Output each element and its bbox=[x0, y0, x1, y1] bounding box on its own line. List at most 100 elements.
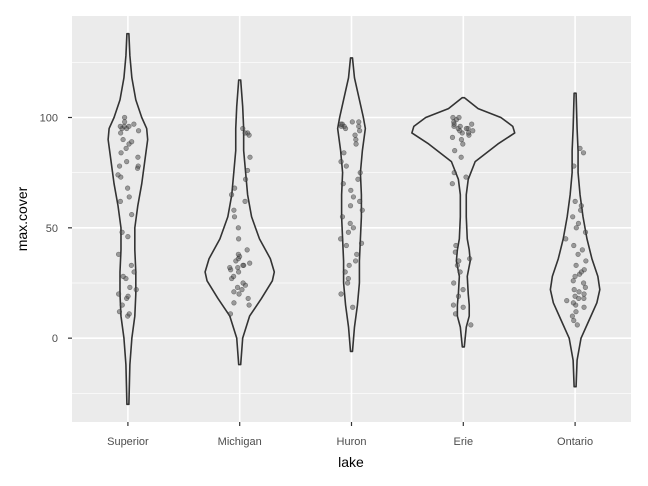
data-point-huron bbox=[352, 258, 359, 264]
data-point-ontario bbox=[571, 242, 577, 249]
data-point-huron bbox=[349, 119, 355, 125]
data-point-ontario bbox=[581, 304, 587, 310]
data-point-huron bbox=[345, 280, 351, 286]
data-point-erie bbox=[457, 123, 463, 129]
data-point-ontario bbox=[564, 298, 570, 304]
data-point-ontario bbox=[576, 289, 582, 295]
data-point-huron bbox=[357, 128, 363, 134]
data-point-superior bbox=[117, 123, 123, 129]
data-point-huron bbox=[356, 119, 362, 125]
data-point-michigan bbox=[227, 264, 233, 271]
data-point-michigan bbox=[240, 262, 246, 268]
data-point-superior bbox=[125, 293, 131, 299]
data-point-erie bbox=[449, 181, 455, 187]
data-point-erie bbox=[454, 262, 460, 268]
data-point-superior bbox=[124, 159, 130, 165]
data-point-superior bbox=[118, 150, 124, 156]
data-point-michigan bbox=[236, 269, 242, 275]
data-point-superior bbox=[129, 139, 135, 145]
data-point-superior bbox=[125, 234, 131, 240]
data-point-erie bbox=[450, 302, 457, 308]
data-point-superior bbox=[122, 119, 128, 125]
data-point-erie bbox=[453, 242, 459, 249]
data-point-huron bbox=[348, 187, 354, 193]
data-point-superior bbox=[126, 194, 132, 200]
data-point-michigan bbox=[242, 198, 248, 204]
data-point-superior bbox=[129, 211, 135, 218]
data-point-huron bbox=[352, 132, 358, 138]
data-point-huron bbox=[358, 240, 365, 246]
data-point-erie bbox=[452, 249, 458, 255]
data-point-erie bbox=[458, 154, 464, 160]
data-point-michigan bbox=[240, 280, 246, 286]
data-point-huron bbox=[341, 150, 347, 156]
data-point-superior bbox=[131, 269, 137, 275]
violin-ontario bbox=[549, 92, 601, 388]
data-point-superior bbox=[135, 154, 141, 160]
data-point-ontario bbox=[582, 229, 589, 235]
data-point-ontario bbox=[569, 313, 576, 319]
data-point-huron bbox=[355, 176, 361, 182]
data-point-michigan bbox=[244, 247, 250, 253]
data-point-huron bbox=[354, 251, 360, 257]
data-point-superior bbox=[125, 185, 131, 191]
data-point-erie bbox=[463, 125, 469, 132]
data-point-ontario bbox=[571, 163, 577, 169]
data-point-erie bbox=[452, 311, 459, 317]
data-point-ontario bbox=[580, 280, 587, 286]
data-point-michigan bbox=[231, 273, 237, 279]
data-point-ontario bbox=[583, 258, 589, 264]
data-point-erie bbox=[455, 293, 462, 299]
data-point-ontario bbox=[573, 309, 579, 315]
data-point-superior bbox=[119, 302, 125, 308]
data-point-ontario bbox=[581, 291, 587, 297]
data-point-superior bbox=[133, 287, 139, 293]
data-point-ontario bbox=[571, 287, 577, 293]
data-point-michigan bbox=[231, 207, 237, 213]
data-point-michigan bbox=[231, 300, 237, 306]
data-point-ontario bbox=[563, 236, 569, 242]
x-tick-label: Superior bbox=[107, 436, 149, 448]
violin-michigan bbox=[204, 79, 276, 366]
data-point-erie bbox=[468, 322, 474, 328]
x-tick-label: Erie bbox=[454, 436, 474, 448]
data-point-ontario bbox=[574, 322, 580, 328]
data-point-huron bbox=[339, 214, 346, 220]
data-point-erie bbox=[463, 174, 469, 180]
data-point-ontario bbox=[581, 267, 587, 273]
data-point-erie bbox=[456, 114, 462, 121]
data-point-huron bbox=[338, 236, 344, 242]
data-point-erie bbox=[451, 280, 457, 286]
data-point-superior bbox=[127, 284, 133, 291]
data-point-erie bbox=[457, 269, 463, 275]
data-point-huron bbox=[345, 229, 352, 235]
data-point-huron bbox=[357, 170, 363, 176]
data-point-superior bbox=[119, 229, 125, 235]
data-point-erie bbox=[451, 170, 457, 176]
data-point-superior bbox=[120, 136, 126, 143]
data-point-ontario bbox=[570, 278, 576, 284]
data-point-superior bbox=[120, 273, 126, 279]
data-point-erie bbox=[458, 136, 465, 143]
data-point-michigan bbox=[231, 214, 238, 220]
data-point-erie bbox=[467, 256, 473, 262]
data-point-huron bbox=[350, 194, 357, 200]
data-point-ontario bbox=[570, 214, 576, 220]
data-point-erie bbox=[450, 114, 456, 121]
data-point-michigan bbox=[246, 302, 252, 308]
data-point-huron bbox=[338, 121, 344, 127]
data-point-michigan bbox=[242, 130, 248, 136]
data-point-michigan bbox=[240, 125, 246, 132]
data-point-michigan bbox=[236, 236, 242, 242]
data-point-huron bbox=[350, 304, 356, 310]
y-tick-label: 100 bbox=[40, 113, 58, 125]
y-tick-label: 50 bbox=[46, 223, 58, 235]
data-point-superior bbox=[116, 309, 123, 315]
data-point-huron bbox=[346, 262, 352, 268]
data-point-michigan bbox=[234, 284, 241, 291]
data-point-michigan bbox=[244, 167, 251, 174]
data-point-superior bbox=[116, 163, 123, 169]
data-point-michigan bbox=[227, 311, 234, 317]
data-point-michigan bbox=[235, 264, 241, 271]
